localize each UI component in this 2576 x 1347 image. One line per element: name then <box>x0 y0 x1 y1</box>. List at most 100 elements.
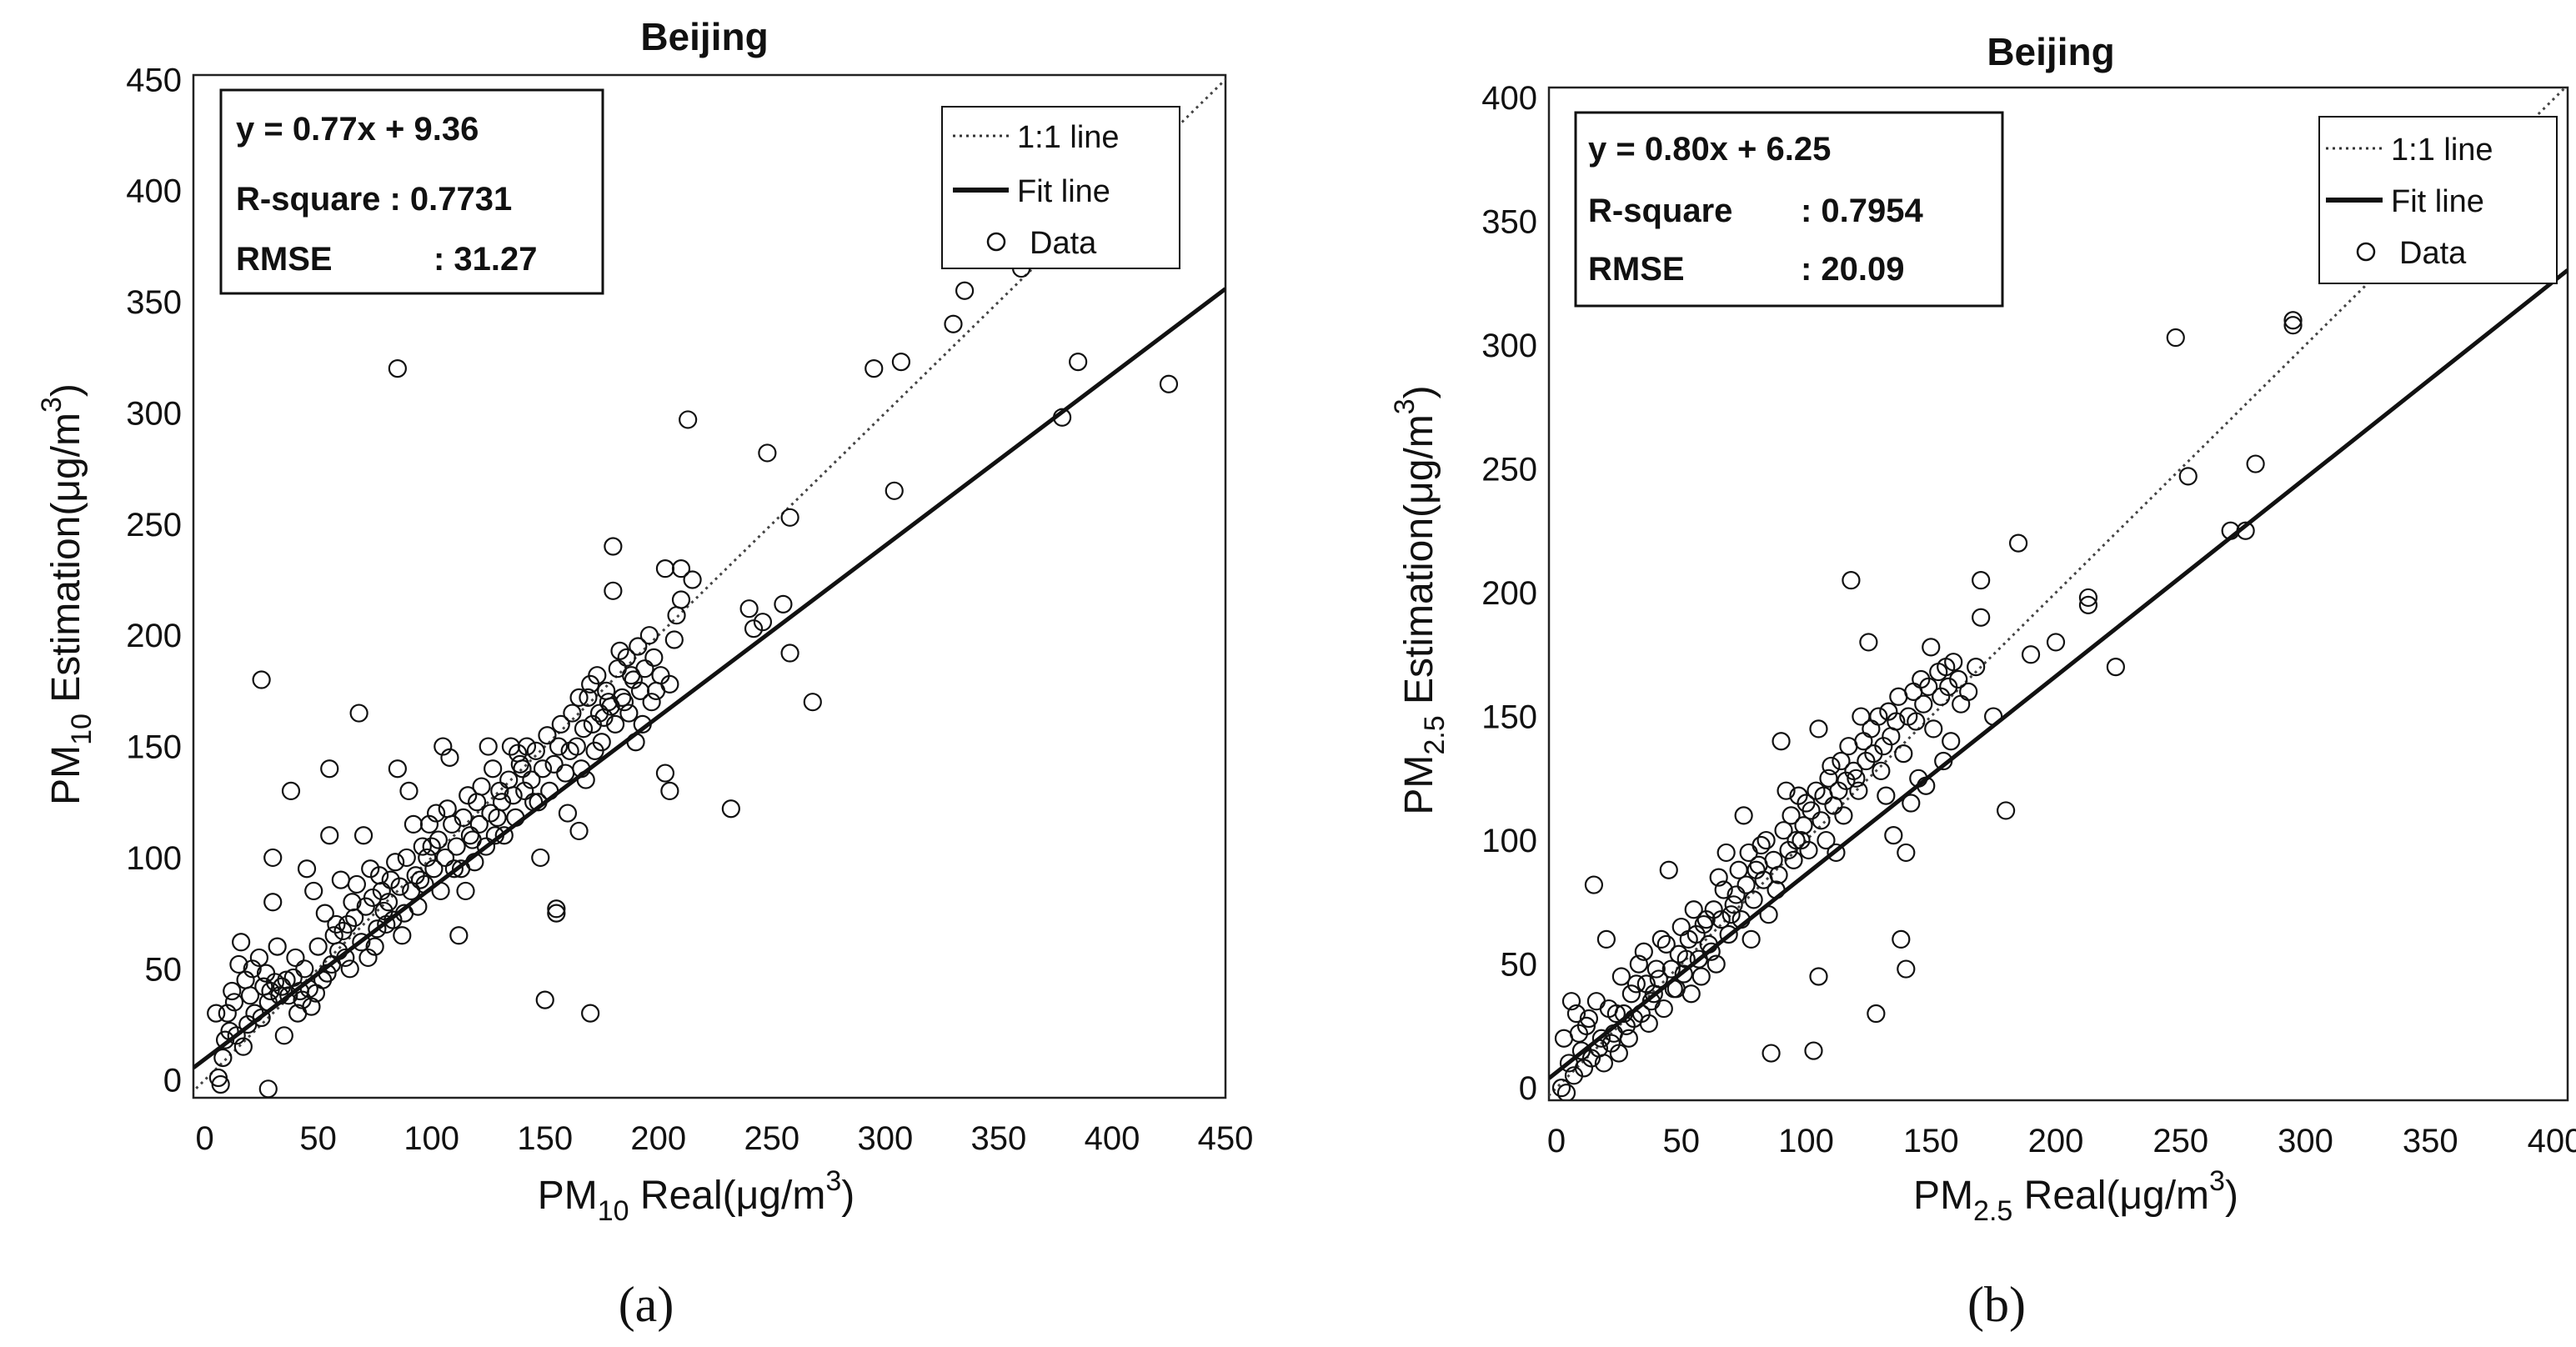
data-point-a <box>639 626 659 645</box>
data-point-a <box>739 599 759 618</box>
data-point-a <box>283 968 303 988</box>
data-point-a <box>865 358 884 378</box>
data-point-b <box>1571 1041 1591 1060</box>
data-point-a <box>218 1004 237 1023</box>
data-point-b <box>1684 900 1703 919</box>
data-point-b <box>1716 843 1736 863</box>
data-point-b <box>1626 974 1646 994</box>
data-point-a <box>393 926 412 945</box>
data-point-a <box>510 754 529 774</box>
data-point-a <box>353 826 373 845</box>
data-point-b <box>1822 756 1841 776</box>
data-point-b <box>1772 732 1791 751</box>
data-point-b <box>1869 707 1888 726</box>
stats-box-b: y = 0.80x + 6.25 R-square : 0.7954 RMSE … <box>1574 111 2004 308</box>
data-point-a <box>955 281 975 300</box>
data-point-b <box>1634 942 1653 961</box>
data-point-b <box>1952 694 1971 714</box>
data-point-a <box>207 1004 226 1023</box>
data-point-a <box>236 970 255 989</box>
x-tick-label-b: 50 <box>1662 1123 1700 1159</box>
data-point-a <box>551 714 570 734</box>
data-point-a <box>1069 352 1088 372</box>
data-point-a <box>224 993 244 1012</box>
tick-labels-a: 0 50 100 150 200 250 300 350 400 450 0 50 100 150 200 2… <box>126 62 1253 1157</box>
data-point-b <box>1681 984 1701 1004</box>
y-tick-label-b: 150 <box>1481 699 1537 736</box>
data-point-b <box>1967 658 1986 677</box>
data-point-a <box>533 759 553 779</box>
data-point-a <box>594 708 614 727</box>
data-point-b <box>1884 826 1903 845</box>
x-tick-label-a: 250 <box>744 1120 799 1157</box>
data-point-a <box>459 786 478 805</box>
data-point-b <box>1737 875 1756 894</box>
data-point-a <box>390 877 409 896</box>
data-point-a <box>388 358 407 378</box>
data-point-b <box>1827 843 1846 863</box>
data-point-b <box>1689 949 1708 969</box>
data-point-a <box>535 990 554 1009</box>
chart-panel-b: Beijing PM2.5 Estimation(μg/m3) PM2.5 Re… <box>1389 30 2576 1332</box>
data-point-b <box>1832 751 1851 771</box>
data-point-b <box>2008 533 2028 553</box>
data-point-a <box>274 1026 293 1045</box>
data-point-a <box>352 933 371 952</box>
data-point-b <box>2021 645 2041 664</box>
data-point-a <box>569 688 589 707</box>
data-point-b <box>1569 1024 1589 1043</box>
y-tick-label-a: 200 <box>126 618 182 654</box>
data-point-a <box>944 314 963 333</box>
data-point-b <box>1789 786 1808 805</box>
data-point-b <box>1872 761 1891 781</box>
data-point-a <box>563 704 582 723</box>
data-point-a <box>263 848 283 868</box>
data-point-b <box>1561 992 1581 1011</box>
data-point-a <box>327 914 346 934</box>
data-point-a <box>758 443 777 463</box>
data-point-a <box>569 821 589 841</box>
data-point-b <box>1669 944 1688 964</box>
data-point-a <box>515 781 534 801</box>
data-point-b <box>1887 712 1906 731</box>
y-tick-label-a: 300 <box>126 395 182 432</box>
data-point-a <box>517 737 537 756</box>
data-point-a <box>1159 374 1179 393</box>
y-tick-label-b: 250 <box>1481 451 1537 488</box>
r-square-label-b: R-square <box>1588 193 1732 229</box>
data-point-a <box>460 826 480 845</box>
stats-box-frame-b <box>1574 111 2004 308</box>
data-point-a <box>232 933 251 952</box>
data-point-a <box>315 904 334 923</box>
data-point-b <box>1777 781 1796 800</box>
data-point-b <box>1809 967 1828 986</box>
data-point-a <box>444 859 464 879</box>
y-axis-label-a: PM10 Estimation(μg/m3) <box>36 383 98 805</box>
data-point-a <box>302 997 321 1016</box>
data-point-a <box>589 704 609 723</box>
data-point-b <box>1609 1044 1628 1063</box>
x-tick-label-a: 50 <box>299 1120 337 1157</box>
data-point-b <box>1774 821 1793 840</box>
data-point-b <box>1574 1059 1594 1078</box>
data-point-b <box>1897 843 1916 863</box>
y-tick-label-b: 0 <box>1519 1070 1537 1107</box>
data-point-b <box>1739 843 1758 863</box>
data-point-b <box>1972 608 1991 627</box>
y-tick-label-a: 250 <box>126 507 182 543</box>
data-point-a <box>410 870 430 889</box>
data-point-a <box>476 837 496 856</box>
x-tick-label-a: 300 <box>857 1120 913 1157</box>
data-point-b <box>1661 959 1681 979</box>
data-point-a <box>547 899 566 919</box>
data-point-b <box>1997 801 2016 820</box>
data-point-b <box>1834 806 1853 825</box>
x-tick-label-a: 100 <box>403 1120 459 1157</box>
data-point-b <box>1729 860 1748 879</box>
data-point-a <box>249 948 269 968</box>
data-point-a <box>419 814 439 834</box>
data-point-b <box>1566 1004 1586 1024</box>
y-tick-label-a: 0 <box>163 1063 182 1099</box>
data-point-a <box>624 670 643 689</box>
